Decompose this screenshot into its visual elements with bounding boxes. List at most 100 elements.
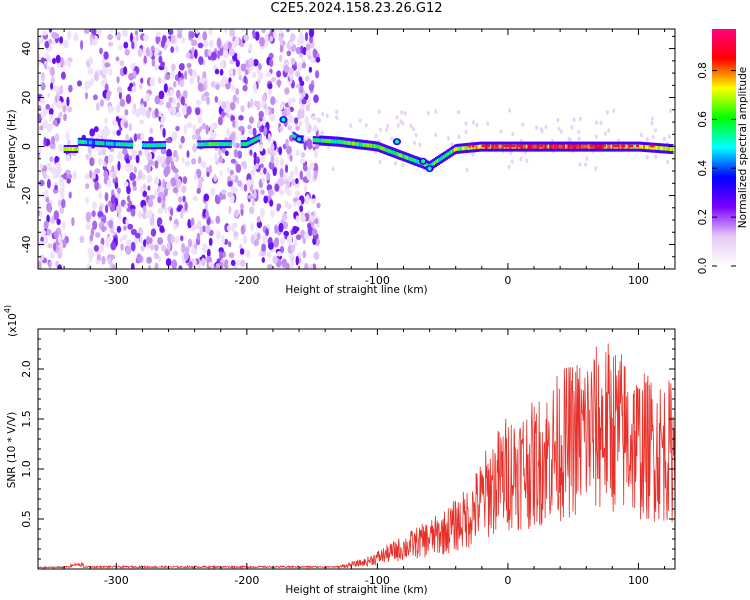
noise-blob — [241, 29, 246, 32]
noise-blob — [292, 225, 298, 235]
noise-blob — [280, 236, 286, 246]
noise-blob — [294, 239, 298, 247]
band-core — [110, 141, 113, 146]
noise-blob — [127, 223, 134, 230]
noise-blob — [288, 67, 294, 75]
noise-blob — [305, 75, 310, 82]
noise-blob — [98, 157, 103, 166]
noise-blob — [73, 32, 79, 42]
noise-blob — [147, 185, 151, 191]
band-core — [164, 143, 166, 147]
noise-blob — [53, 210, 60, 221]
noise-blob — [285, 138, 289, 148]
band-core — [392, 150, 395, 155]
band-core — [460, 146, 462, 151]
noise-blob — [51, 135, 55, 145]
noise-blob — [320, 130, 324, 135]
noise-blob — [104, 192, 109, 202]
band-core — [315, 138, 318, 143]
band-core — [560, 144, 563, 149]
noise-blob — [174, 236, 180, 244]
band-core — [148, 143, 151, 148]
band-core — [452, 148, 455, 153]
noise-blob — [59, 36, 64, 44]
noise-blob — [263, 195, 269, 204]
noise-blob — [180, 135, 185, 144]
band-core — [218, 142, 221, 147]
band-peak — [516, 144, 520, 148]
band-core — [651, 145, 654, 150]
noise-blob — [411, 126, 415, 132]
band-core — [328, 139, 331, 144]
noise-blob — [300, 103, 305, 110]
noise-blob — [118, 150, 123, 160]
band-core — [469, 145, 472, 150]
noise-blob — [167, 29, 174, 36]
noise-blob — [142, 212, 147, 220]
noise-blob — [123, 66, 128, 75]
noise-blob — [294, 165, 298, 176]
noise-blob — [179, 63, 185, 71]
band-core — [668, 146, 671, 151]
noise-blob — [169, 89, 174, 97]
noise-blob — [153, 253, 160, 260]
noise-blob — [134, 236, 138, 245]
band-core — [610, 144, 613, 149]
noise-blob — [158, 111, 162, 118]
noise-blob — [274, 183, 280, 192]
band-core — [466, 145, 469, 150]
noise-blob — [222, 193, 226, 200]
noise-blob — [91, 210, 96, 217]
noise-blob — [45, 65, 52, 71]
noise-blob — [178, 196, 183, 204]
blob-core — [394, 139, 399, 144]
band-core — [159, 143, 162, 148]
noise-blob — [186, 62, 192, 69]
noise-blob — [181, 185, 187, 194]
noise-blob — [211, 51, 217, 61]
noise-blob — [143, 34, 149, 42]
noise-blob — [269, 151, 275, 158]
band-core — [391, 150, 394, 154]
noise-blob — [302, 164, 308, 172]
noise-blob — [511, 131, 515, 136]
noise-blob — [157, 185, 161, 194]
noise-blob — [149, 244, 155, 250]
noise-blob — [182, 176, 188, 185]
band-core — [151, 143, 154, 148]
noise-blob — [150, 228, 157, 237]
noise-blob — [257, 119, 261, 128]
noise-blob — [158, 77, 162, 85]
noise-blob — [335, 116, 339, 121]
blob-core — [281, 117, 286, 122]
noise-blob — [302, 46, 307, 56]
colorbar: 0.0 0.2 0.4 0.6 0.8 Normalized spectral ampli… — [697, 29, 749, 274]
band-core — [341, 140, 343, 145]
noise-blob — [174, 74, 179, 81]
noise-blob — [80, 39, 84, 50]
band-core — [669, 147, 672, 151]
x-tick-label: -100 — [365, 574, 390, 587]
noise-blob — [84, 92, 89, 100]
noise-blob — [52, 173, 59, 179]
noise-blob — [63, 113, 67, 122]
noise-blob — [60, 191, 65, 200]
band-core — [366, 143, 368, 148]
band-core — [525, 144, 528, 149]
band-core — [203, 142, 206, 147]
noise-blob — [85, 153, 90, 160]
band-core — [405, 155, 408, 160]
band-core — [471, 145, 473, 150]
noise-blob — [295, 255, 299, 266]
noise-blob — [149, 127, 153, 135]
noise-blob — [88, 254, 92, 263]
band-core — [477, 144, 480, 149]
noise-blob — [299, 34, 305, 45]
noise-blob — [266, 251, 272, 259]
band-core — [149, 143, 152, 148]
y-tick-label: 0 — [20, 143, 33, 150]
noise-blob — [50, 144, 55, 150]
noise-blob — [154, 160, 159, 169]
noise-blob — [396, 123, 400, 128]
noise-blob — [276, 206, 280, 212]
